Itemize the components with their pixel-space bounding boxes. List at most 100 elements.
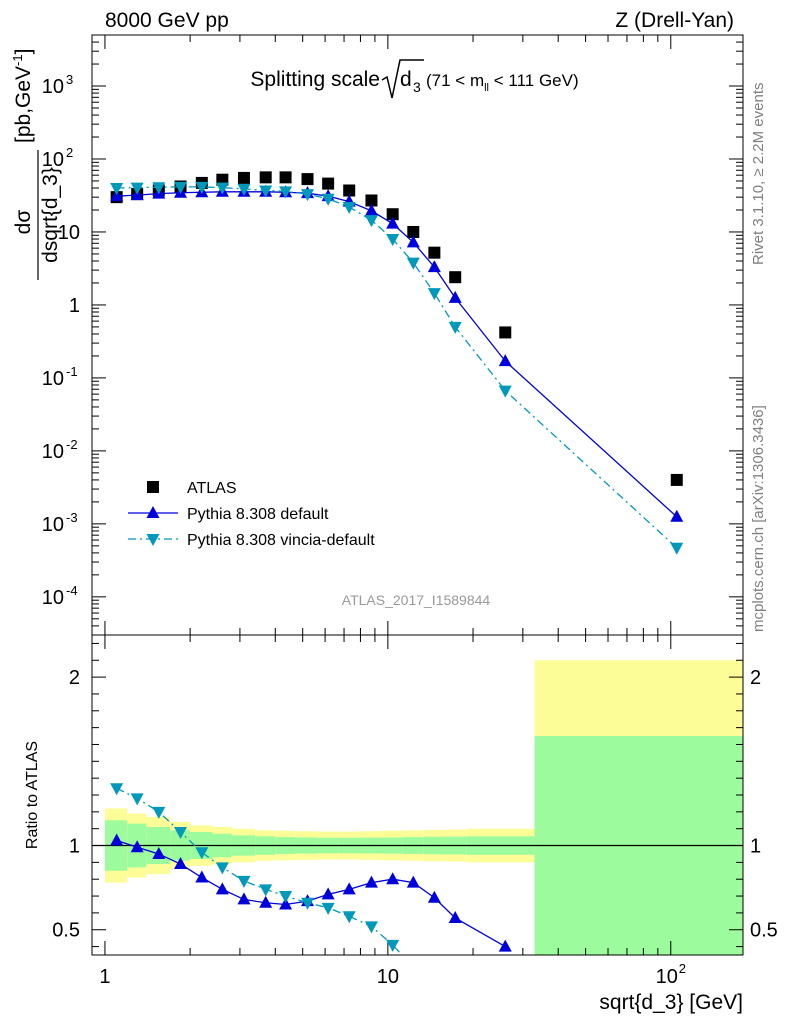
process-label: Z (Drell-Yan)	[615, 9, 734, 32]
ratio-data-point	[321, 902, 335, 915]
y-tick-exponent: -3	[66, 510, 78, 525]
rivet-version-label: Rivet 3.1.10, ≥ 2.2M events	[750, 83, 767, 266]
main-y-axis-label: dσ dsqrt{d_3} [pb,GeV-1]	[10, 49, 62, 280]
energy-label: 8000 GeV pp	[105, 9, 229, 32]
ratio-series-group	[110, 783, 512, 955]
data-point	[670, 509, 684, 522]
ratio-data-point	[174, 857, 188, 870]
chart-title-sub: 3	[413, 79, 421, 95]
data-point	[386, 216, 400, 229]
data-point	[152, 182, 166, 195]
ratio-data-point	[279, 891, 293, 904]
data-point	[110, 189, 124, 202]
data-point	[670, 542, 684, 555]
data-point	[427, 260, 441, 273]
y-tick-label: 10	[42, 368, 64, 390]
ratio-axis-ticks: 0.5 0.51 12 21 10 10 2	[52, 635, 778, 988]
ratio-data-point	[259, 895, 273, 908]
ratio-data-point	[174, 827, 188, 840]
data-point	[448, 321, 462, 334]
data-point	[110, 183, 124, 196]
y-tick-label: 10	[42, 587, 64, 609]
ratio-data-point	[386, 939, 400, 952]
ratio-series-triangle-up	[110, 833, 512, 952]
legend-label: Pythia 8.308 vincia-default	[187, 532, 375, 549]
y-tick-label: 10	[58, 222, 80, 244]
legend-item: Pythia 8.308 vincia-default	[128, 532, 375, 549]
x-tick-exponent: 2	[679, 961, 686, 976]
ratio-y-tick-label: 0.5	[52, 920, 80, 942]
data-point	[259, 171, 272, 184]
data-point	[449, 271, 462, 284]
ratio-data-point	[498, 939, 512, 952]
ratio-data-point	[195, 847, 209, 860]
data-point	[364, 203, 378, 216]
data-point	[406, 257, 420, 270]
data-point	[406, 235, 420, 248]
data-point	[386, 234, 400, 247]
data-point	[365, 194, 378, 207]
y-tick-label: 10	[42, 76, 64, 98]
x-tick-label: 10	[377, 966, 399, 988]
data-point	[321, 193, 335, 206]
ratio-data-point	[130, 840, 144, 853]
data-point	[301, 189, 315, 202]
ratio-data-point	[406, 875, 420, 888]
ratio-data-point	[237, 875, 251, 888]
ratio-data-point	[259, 884, 273, 897]
data-point	[237, 171, 250, 184]
chart-title-d: d	[400, 68, 412, 91]
ratio-y-tick-label: 1	[69, 836, 80, 858]
data-point	[195, 181, 209, 194]
data-point	[174, 181, 188, 194]
y-tick-label: 1	[69, 295, 80, 317]
y-tick-exponent: 2	[66, 145, 73, 160]
data-point	[364, 215, 378, 228]
y-tick-label: 10	[42, 441, 64, 463]
ratio-data-point	[130, 793, 144, 806]
ratio-data-point	[237, 892, 251, 905]
data-point	[499, 326, 512, 339]
y-tick-label: 10	[42, 149, 64, 171]
data-point	[498, 385, 512, 398]
ratio-y-tick-label: 2	[69, 667, 80, 689]
ratio-data-point	[152, 806, 166, 819]
data-point	[322, 177, 335, 190]
data-point	[428, 246, 441, 259]
ratio-data-point	[301, 897, 315, 910]
y-tick-exponent: -4	[66, 583, 78, 598]
data-point	[342, 201, 356, 214]
y-tick-exponent: 3	[66, 72, 73, 87]
legend-label: ATLAS	[187, 480, 237, 497]
data-point	[498, 354, 512, 367]
y-label-denominator: dsqrt{d_3}	[39, 167, 62, 263]
ratio-y-axis-label: Ratio to ATLAS	[24, 741, 41, 849]
data-point	[279, 171, 292, 184]
y-label-unit: [pb,GeV-1]	[10, 49, 35, 143]
ratio-data-point	[321, 887, 335, 900]
chart-title-main: Splitting scale	[250, 68, 380, 91]
ratio-data-point	[110, 783, 124, 796]
data-point	[259, 185, 273, 198]
chart-title: Splitting scale d 3 (71 < mll < 111 GeV)	[250, 59, 579, 99]
ratio-data-point	[342, 911, 356, 924]
series-line	[116, 191, 678, 518]
chart-title-mass-range: (71 < mll < 111 GeV)	[426, 71, 579, 94]
ratio-data-point	[152, 846, 166, 859]
ratio-data-point	[215, 882, 229, 895]
mcplots-reference-label: mcplots.cern.ch [arXiv:1306.3436]	[750, 405, 767, 632]
ratio-y-tick-label-right: 0.5	[750, 920, 778, 942]
legend-label: Pythia 8.308 default	[187, 506, 329, 523]
series-square	[110, 171, 683, 486]
data-point	[237, 183, 251, 196]
y-tick-label: 10	[42, 514, 64, 536]
data-point	[130, 182, 144, 195]
ratio-data-point	[195, 870, 209, 883]
data-point	[670, 473, 683, 486]
data-point	[343, 184, 356, 197]
ratio-data-point	[279, 897, 293, 910]
ratio-y-tick-label-right: 1	[750, 836, 761, 858]
data-point	[448, 290, 462, 303]
